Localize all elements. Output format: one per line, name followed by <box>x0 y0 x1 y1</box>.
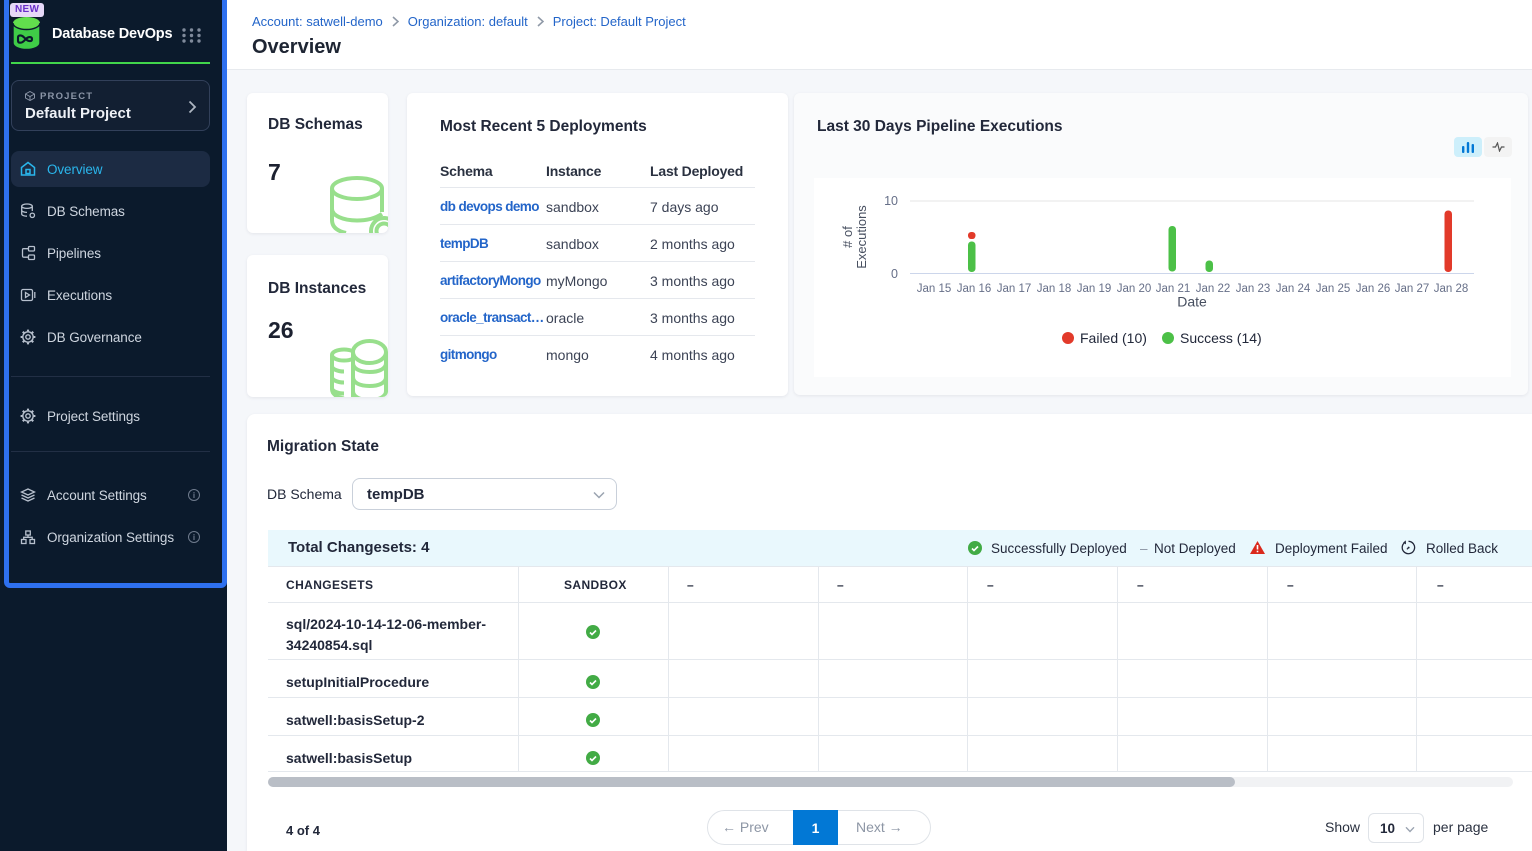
svg-text:Jan 16: Jan 16 <box>957 283 992 295</box>
svg-text:Jan 24: Jan 24 <box>1276 283 1311 295</box>
svg-text:Jan 18: Jan 18 <box>1037 283 1072 295</box>
svg-text:Jan 20: Jan 20 <box>1117 283 1152 295</box>
svg-text:Jan 25: Jan 25 <box>1316 283 1351 295</box>
svg-text:Jan 15: Jan 15 <box>917 283 952 295</box>
svg-text:Jan 21: Jan 21 <box>1156 283 1191 295</box>
svg-text:Success (14): Success (14) <box>1180 330 1262 346</box>
svg-text:# ofExecutions: # ofExecutions <box>840 205 869 269</box>
svg-text:Jan 27: Jan 27 <box>1395 283 1430 295</box>
svg-text:Jan 23: Jan 23 <box>1236 283 1271 295</box>
svg-text:Failed (10): Failed (10) <box>1080 330 1147 346</box>
svg-text:Jan 28: Jan 28 <box>1434 283 1469 295</box>
svg-text:Date: Date <box>1177 294 1207 310</box>
svg-text:Jan 26: Jan 26 <box>1356 283 1391 295</box>
svg-text:Jan 22: Jan 22 <box>1196 283 1231 295</box>
svg-text:Jan 19: Jan 19 <box>1077 283 1112 295</box>
svg-text:0: 0 <box>891 267 898 281</box>
svg-text:Jan 17: Jan 17 <box>997 283 1032 295</box>
svg-text:10: 10 <box>884 194 898 208</box>
